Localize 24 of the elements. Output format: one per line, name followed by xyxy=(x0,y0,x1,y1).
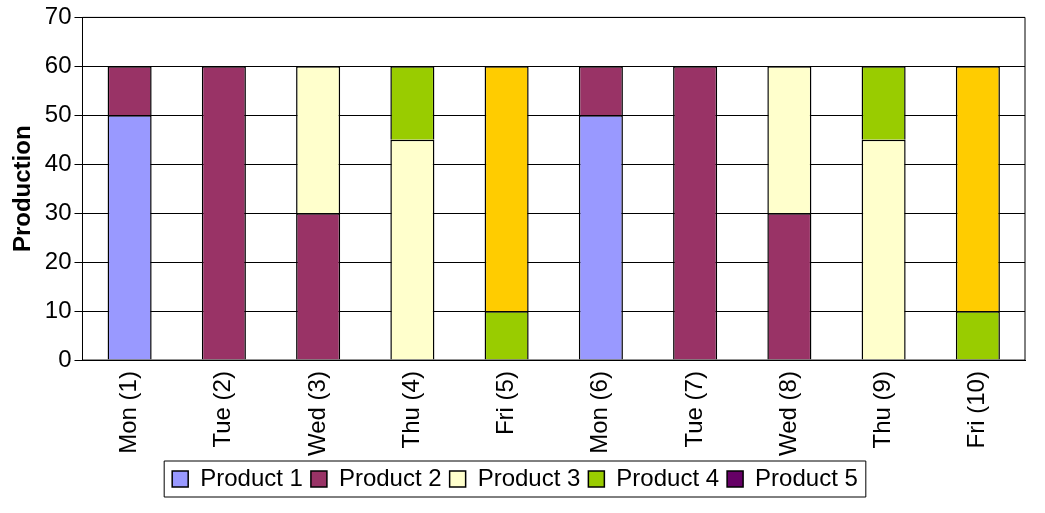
y-tick-label: 30 xyxy=(44,197,72,225)
y-tick-label: 0 xyxy=(58,344,72,372)
x-tick-label: Wed (3) xyxy=(302,371,330,457)
x-tick-label: Mon (1) xyxy=(114,371,142,454)
legend-label: Product 2 xyxy=(338,463,442,491)
x-tick-label: Mon (6) xyxy=(585,371,613,454)
legend-label: Product 4 xyxy=(616,463,720,491)
x-tick-label: Fri (5) xyxy=(491,371,519,436)
y-axis-title: Production xyxy=(8,125,36,253)
x-tick-label: Tue (7) xyxy=(679,371,707,448)
y-tick-label: 60 xyxy=(44,50,72,78)
x-tick-label: Tue (2) xyxy=(208,371,236,448)
y-tick-label: 50 xyxy=(44,99,72,127)
y-tick-label: 10 xyxy=(44,295,72,323)
x-tick-label: Fri (10) xyxy=(962,371,990,449)
x-tick-label: Wed (8) xyxy=(774,371,801,457)
legend-label: Product 1 xyxy=(200,463,303,491)
y-tick-label: 20 xyxy=(44,246,72,274)
y-tick-label: 40 xyxy=(44,148,72,176)
x-tick-label: Thu (4) xyxy=(397,371,424,449)
legend-label: Product 5 xyxy=(755,463,858,491)
y-tick-label: 70 xyxy=(44,2,72,30)
x-tick-label: Thu (9) xyxy=(868,371,896,449)
legend-label: Product 3 xyxy=(477,463,581,491)
